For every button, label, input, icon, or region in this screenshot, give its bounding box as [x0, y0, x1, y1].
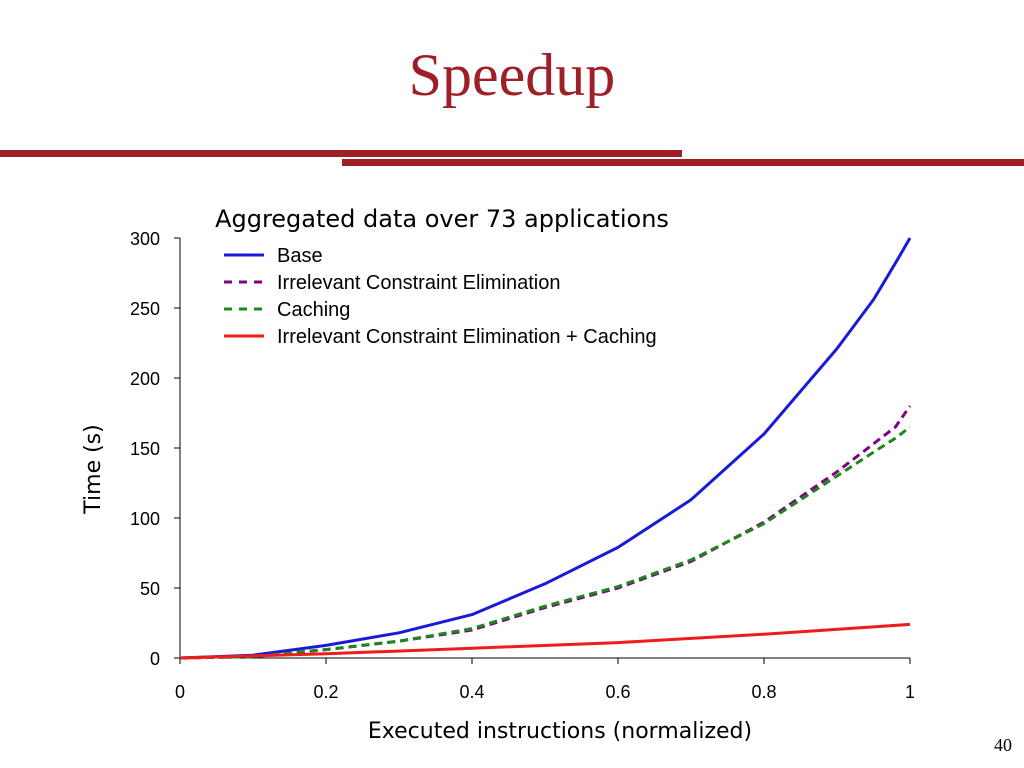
legend-label: Irrelevant Constraint Elimination [277, 272, 560, 294]
x-axis-label: Executed instructions (normalized) [368, 719, 752, 744]
y-tick-label: 300 [130, 229, 160, 249]
page-number: 40 [994, 735, 1012, 755]
series-line-1 [179, 237, 912, 660]
y-tick-label: 50 [140, 579, 160, 599]
y-tick-label: 0 [150, 649, 160, 669]
y-tick-label: 250 [130, 299, 160, 319]
chart: Aggregated data over 73 applications 0 50… [81, 205, 915, 744]
title-divider-lower [342, 159, 1024, 166]
y-axis-label: Time (s) [81, 424, 106, 514]
series-line-2 [179, 405, 912, 660]
x-tick-label: 0.8 [751, 682, 776, 702]
legend-label: Irrelevant Constraint Elimination + Cach… [277, 326, 657, 348]
x-tick-label: 0.4 [459, 682, 484, 702]
y-tick-label: 100 [130, 509, 160, 529]
x-tick-label: 0.2 [313, 682, 338, 702]
series-line-3 [179, 425, 911, 660]
legend-label: Caching [277, 299, 350, 321]
legend-label: Base [277, 245, 323, 267]
title-divider-upper [0, 150, 682, 157]
x-tick-label: 0 [175, 682, 185, 702]
series-line-4 [179, 622, 911, 660]
y-tick-label: 200 [130, 369, 160, 389]
y-tick-label: 150 [130, 439, 160, 459]
x-tick-label: 1 [905, 682, 915, 702]
slide-title: Speedup [408, 42, 616, 108]
chart-title: Aggregated data over 73 applications [215, 205, 669, 233]
x-tick-label: 0.6 [605, 682, 630, 702]
